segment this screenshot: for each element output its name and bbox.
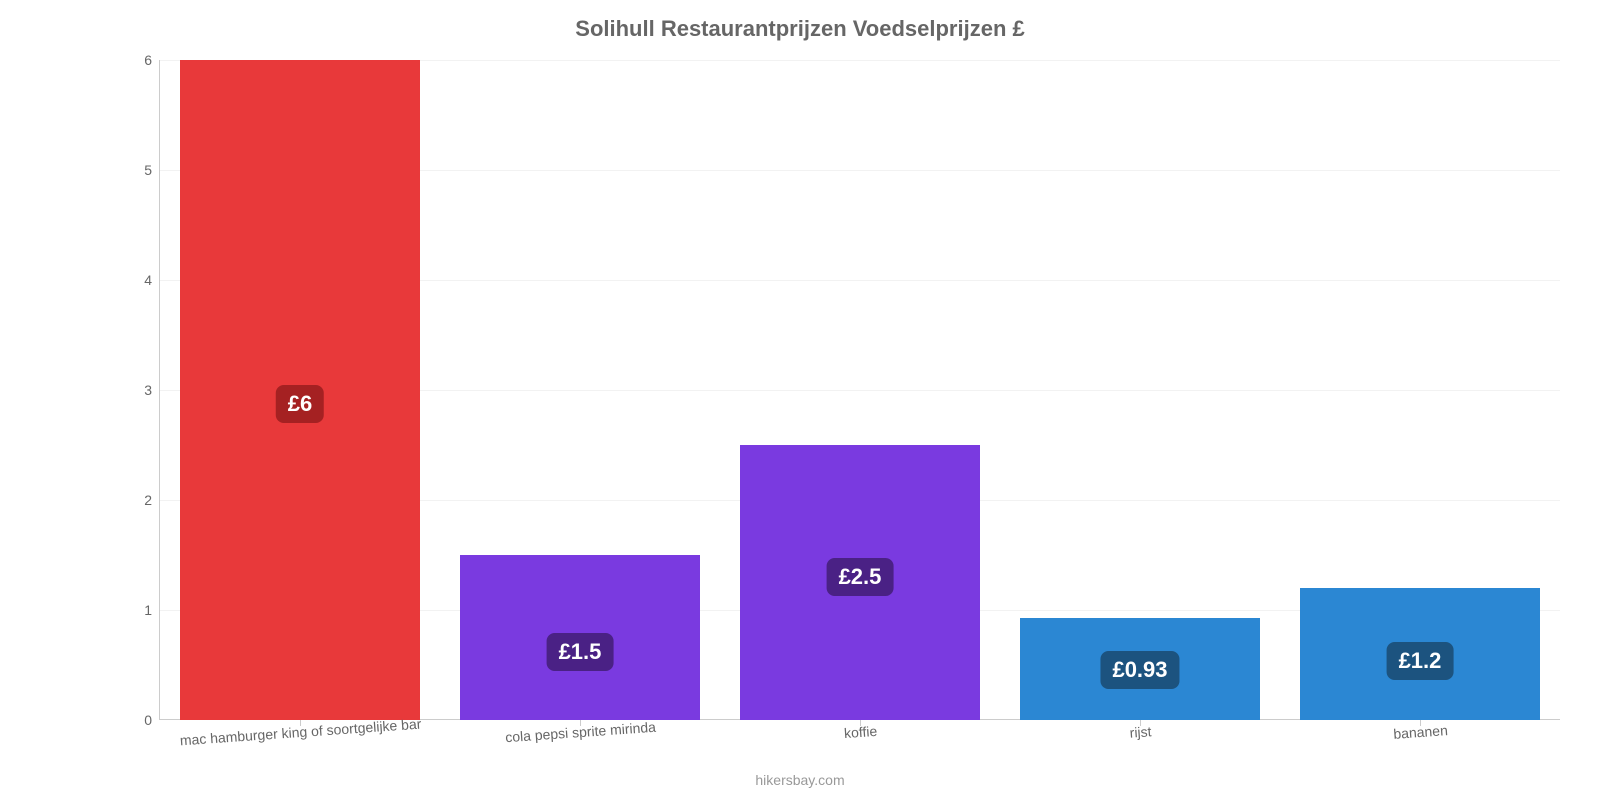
bar-value-badge: £6 (276, 385, 324, 423)
ytick-label: 1 (144, 602, 152, 618)
ytick-label: 4 (144, 272, 152, 288)
chart-footer: hikersbay.com (0, 772, 1600, 788)
y-axis-line (159, 60, 160, 720)
ytick-label: 6 (144, 52, 152, 68)
ytick-label: 0 (144, 712, 152, 728)
bar: £1.5 (460, 555, 701, 720)
xtick-label: koffie (843, 723, 877, 741)
ytick-label: 5 (144, 162, 152, 178)
bar-value-badge: £0.93 (1100, 651, 1179, 689)
bar: £6 (180, 60, 421, 720)
bar: £1.2 (1300, 588, 1541, 720)
xtick-label: rijst (1129, 723, 1152, 740)
bar: £0.93 (1020, 618, 1261, 720)
plot-area: £6 £1.5 £2.5 £0.93 £1.2 (160, 60, 1560, 720)
bar-value-badge: £1.5 (547, 633, 614, 671)
chart-title: Solihull Restaurantprijzen Voedselprijze… (0, 16, 1600, 42)
bar: £2.5 (740, 445, 981, 720)
chart-container: Solihull Restaurantprijzen Voedselprijze… (0, 0, 1600, 800)
xtick-label: bananen (1393, 722, 1448, 742)
ytick-label: 2 (144, 492, 152, 508)
ytick-label: 3 (144, 382, 152, 398)
bar-value-badge: £1.2 (1387, 642, 1454, 680)
bar-value-badge: £2.5 (827, 558, 894, 596)
